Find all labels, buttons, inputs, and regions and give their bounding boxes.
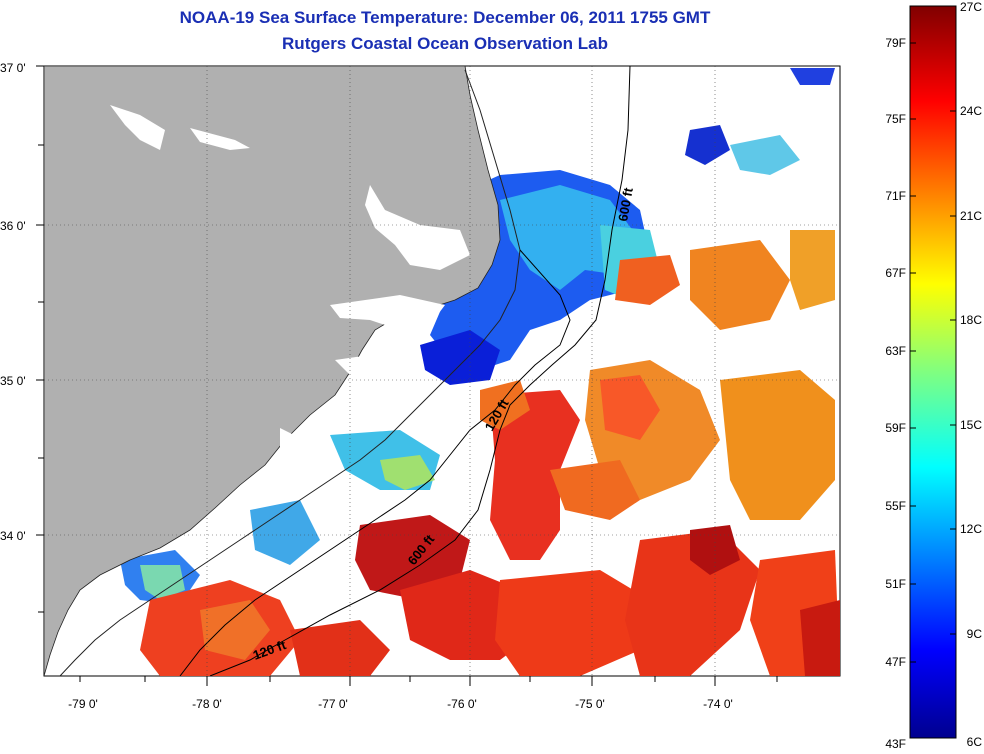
colorbar-c-label: 24C xyxy=(960,104,982,118)
colorbar-f-label: 55F xyxy=(885,499,906,513)
axis-ticks xyxy=(36,65,778,686)
lon-tick-label: -76 0' xyxy=(447,697,477,711)
colorbar-f-label: 67F xyxy=(885,266,906,280)
contour-600ft-north xyxy=(209,66,631,676)
map-subtitle: Rutgers Coastal Ocean Observation Lab xyxy=(282,34,608,53)
colorbar-f-label: 43F xyxy=(885,737,906,751)
lat-tick-label: 36 0' xyxy=(0,219,26,233)
lon-tick-label: -79 0' xyxy=(68,697,98,711)
lat-tick-label: 37 0' xyxy=(0,61,26,75)
sst-data-layer xyxy=(120,68,840,676)
colorbar-f-label: 71F xyxy=(885,189,906,203)
lat-tick-label: 34 0' xyxy=(0,529,26,543)
graticule xyxy=(44,66,840,676)
colorbar-c-label: 21C xyxy=(960,209,982,223)
colorbar-f-label: 51F xyxy=(885,577,906,591)
lon-tick-label: -75 0' xyxy=(575,697,605,711)
map-title: NOAA-19 Sea Surface Temperature: Decembe… xyxy=(179,8,711,27)
lon-tick-label: -77 0' xyxy=(318,697,348,711)
colorbar-c-label: 27C xyxy=(960,0,982,14)
colorbar-f-label: 59F xyxy=(885,421,906,435)
colorbar-f-label: 75F xyxy=(885,112,906,126)
colorbar-c-label: 12C xyxy=(960,522,982,536)
colorbar-c-label: 6C xyxy=(967,735,983,749)
lon-tick-label: -74 0' xyxy=(703,697,733,711)
colorbar-c-label: 9C xyxy=(967,627,983,641)
contour-120ft xyxy=(179,249,571,676)
colorbar xyxy=(909,5,957,739)
lon-tick-label: -78 0' xyxy=(192,697,222,711)
colorbar-c-label: 18C xyxy=(960,313,982,327)
colorbar-f-label: 79F xyxy=(885,36,906,50)
colorbar-f-label: 47F xyxy=(885,655,906,669)
colorbar-c-label: 15C xyxy=(960,418,982,432)
colorbar-f-label: 63F xyxy=(885,344,906,358)
contour-label: 600 ft xyxy=(615,186,636,223)
lat-tick-label: 35 0' xyxy=(0,374,26,388)
